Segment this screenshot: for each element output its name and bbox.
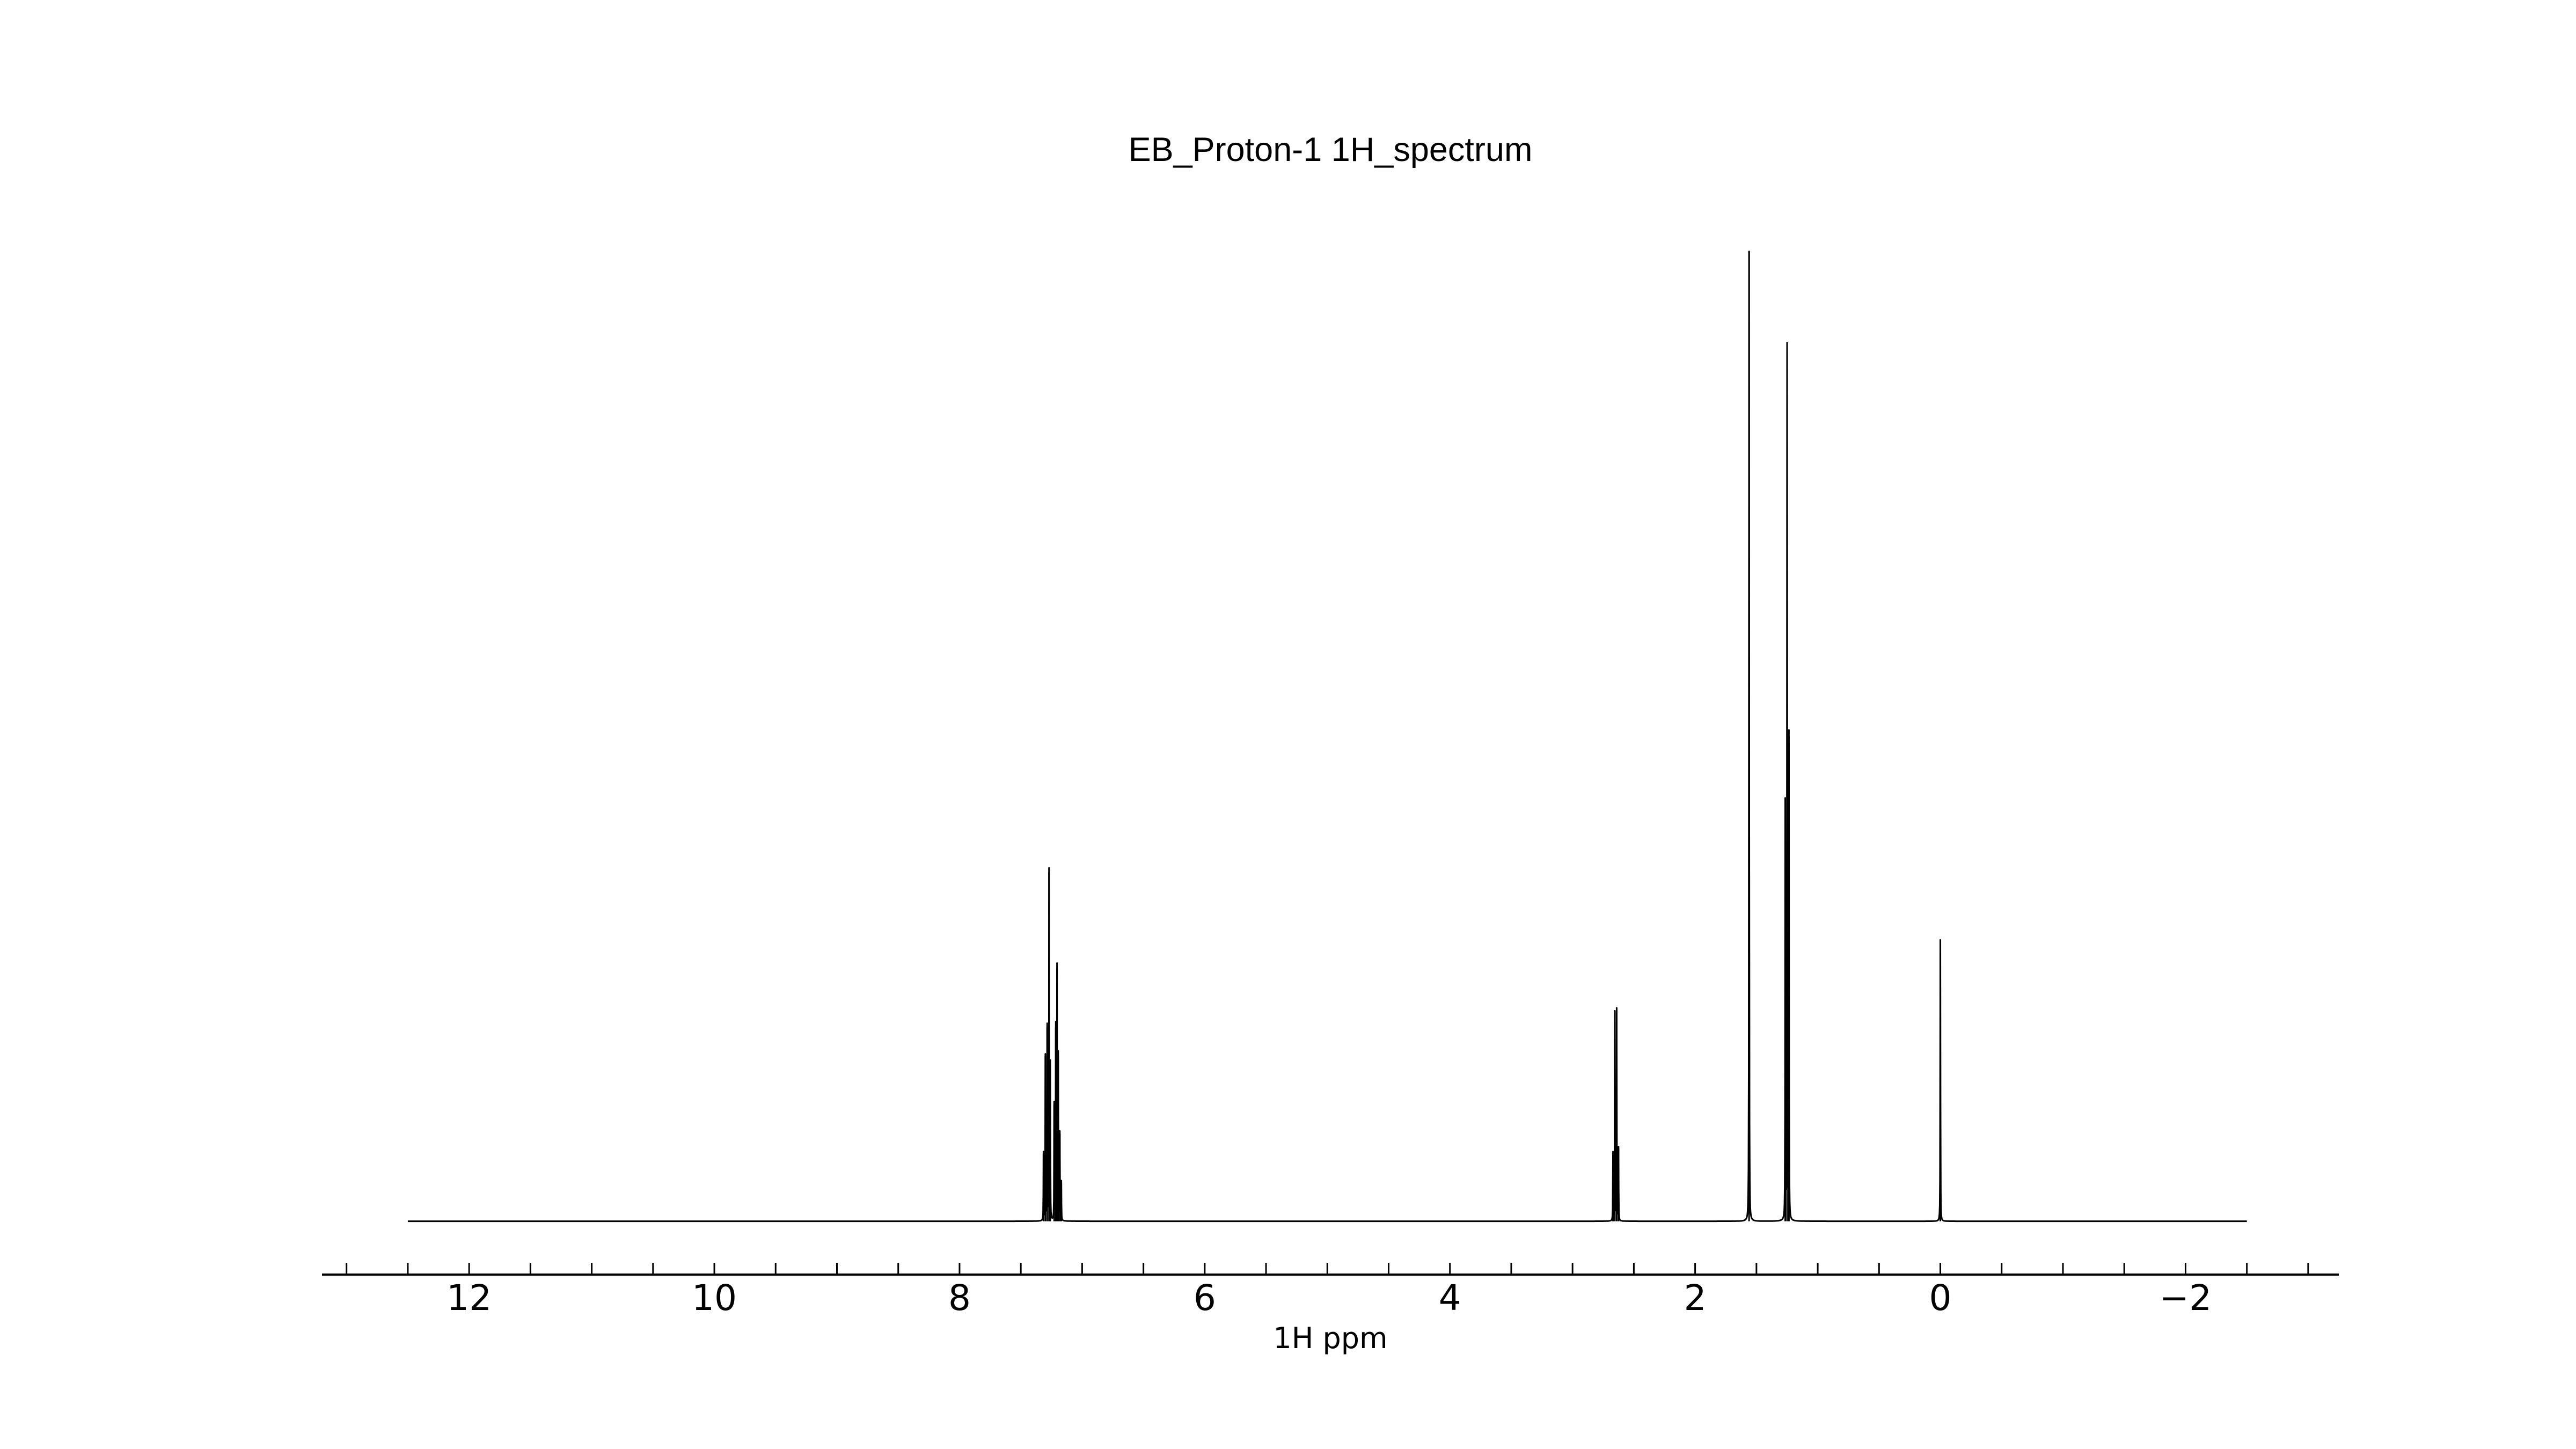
x-tick-label: 12 [447,1277,492,1319]
chart-title: EB_Proton-1 1H_spectrum [1129,131,1533,169]
spectrum-series [407,250,2248,1223]
x-tick-label: 10 [692,1277,737,1319]
x-tick-label: 2 [1684,1277,1707,1319]
x-tick-label: −2 [2160,1277,2212,1319]
x-tick-label: 0 [1929,1277,1952,1319]
x-tick-label: 4 [1439,1277,1461,1319]
x-tick-label: 6 [1194,1277,1216,1319]
x-axis-ticks: 12 10 8 6 4 2 0 −2 [346,1263,2309,1319]
x-axis-label: 1H ppm [1273,1321,1387,1355]
x-tick-label: 8 [948,1277,971,1319]
